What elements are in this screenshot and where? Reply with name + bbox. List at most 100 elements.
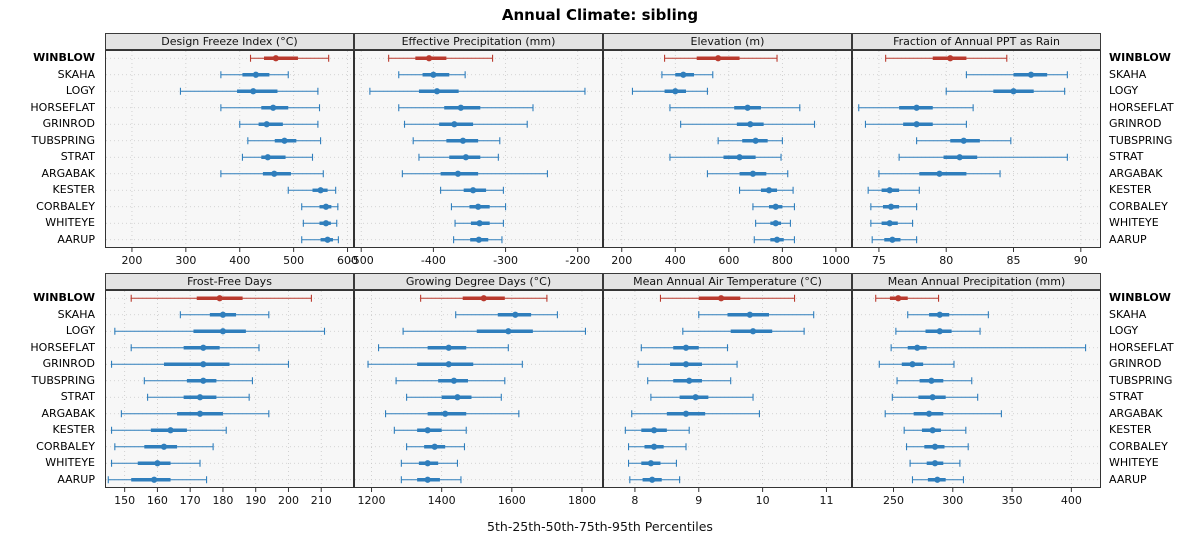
- x-tick-label: 1200: [358, 494, 386, 507]
- station-label-strat: STRAT: [1109, 150, 1144, 163]
- station-label-horseflat: HORSEFLAT: [1109, 340, 1174, 354]
- panel-strip-title: Elevation (m): [603, 33, 852, 50]
- interval-horseflat: [377, 344, 509, 352]
- panel-strip-title: Mean Annual Precipitation (mm): [852, 273, 1101, 290]
- x-tick-label: 170: [180, 494, 201, 507]
- station-label-corbaley: CORBALEY: [36, 199, 95, 213]
- interval-tubspring: [717, 137, 783, 145]
- x-tick-label: 400: [229, 254, 250, 267]
- x-tick-label: 11: [819, 494, 833, 507]
- station-label-grinrod: GRINROD: [42, 357, 95, 370]
- station-label-tubspring: TUBSPRING: [31, 133, 95, 147]
- x-tick-label: 9: [695, 494, 702, 507]
- station-label-logy: LOGY: [1109, 324, 1139, 337]
- interval-argabak: [385, 410, 520, 418]
- interval-tubspring: [395, 377, 506, 385]
- interval-argabak: [878, 170, 1001, 178]
- interval-grinrod: [864, 120, 967, 128]
- station-label-corbaley: CORBALEY: [36, 439, 95, 453]
- station-label-argabak: ARGABAK: [1109, 166, 1163, 180]
- interval-horseflat: [669, 104, 801, 112]
- interval-corbaley: [870, 203, 918, 211]
- interval-argabak: [706, 170, 789, 178]
- station-label-corbaley: CORBALEY: [1109, 199, 1168, 213]
- x-tick-label: 150: [114, 494, 135, 507]
- station-label-aarup: AARUP: [57, 472, 95, 486]
- interval-argabak: [220, 170, 324, 178]
- station-label-tubspring: TUBSPRING: [1109, 373, 1173, 387]
- station-label-strat: STRAT: [60, 150, 95, 163]
- x-tick-label: 600: [337, 254, 358, 267]
- station-label-whiteye: WHITEYE: [1109, 216, 1159, 229]
- panel-growing-degree-days-c: Growing Degree Days (°C) 1200 1400 1600 1800: [354, 273, 603, 512]
- interval-winblow: [420, 294, 548, 302]
- panel-mean-annual-precipitation-mm: Mean Annual Precipitation (mm) 250 300 350 4…: [852, 273, 1101, 512]
- x-tick-label: 80: [939, 254, 953, 267]
- x-tick-label: -200: [565, 254, 590, 267]
- station-label-logy: LOGY: [1109, 84, 1139, 97]
- interval-aarup: [453, 236, 503, 244]
- station-label-tubspring: TUBSPRING: [1109, 133, 1173, 147]
- station-label-kester: KESTER: [52, 423, 95, 436]
- x-tick-label: 500: [283, 254, 304, 267]
- interval-corbaley: [406, 443, 466, 451]
- station-label-logy: LOGY: [65, 84, 95, 97]
- interval-logy: [682, 327, 805, 335]
- station-label-aarup: AARUP: [1109, 232, 1147, 246]
- x-tick-label: 250: [883, 494, 904, 507]
- station-label-winblow: WINBLOW: [1109, 291, 1171, 304]
- panel-strip-title: Frost-Free Days: [105, 273, 354, 290]
- panel-strip-title: Design Freeze Index (°C): [105, 33, 354, 50]
- x-tick-label: 300: [175, 254, 196, 267]
- interval-kester: [287, 186, 337, 194]
- interval-aarup: [871, 236, 918, 244]
- interval-logy: [114, 327, 326, 335]
- y-axis-labels-left-row2: WINBLOW SKAHA LOGY HORSEFLAT GRINROD TUBSPRIN…: [0, 290, 100, 488]
- interval-whiteye: [400, 459, 459, 467]
- station-label-argabak: ARGABAK: [1109, 406, 1163, 420]
- interval-grinrod: [367, 360, 523, 368]
- panel-plot: 75 80 85 90: [852, 50, 1101, 267]
- x-tick-label: 600: [718, 254, 739, 267]
- panel-plot: 1200 1400 1600 1800: [354, 290, 603, 507]
- x-tick-label: 1400: [428, 494, 456, 507]
- x-tick-label: 85: [1007, 254, 1021, 267]
- interval-corbaley: [450, 203, 507, 211]
- interval-horseflat: [130, 344, 260, 352]
- interval-whiteye: [111, 459, 201, 467]
- station-label-skaha: SKAHA: [1109, 67, 1147, 81]
- interval-whiteye: [909, 459, 961, 467]
- station-label-skaha: SKAHA: [57, 307, 95, 321]
- interval-skaha: [398, 71, 466, 79]
- station-label-winblow: WINBLOW: [33, 291, 95, 304]
- interval-whiteye: [302, 219, 338, 227]
- interval-logy: [179, 87, 319, 95]
- interval-whiteye: [627, 459, 677, 467]
- x-tick-label: 75: [872, 254, 886, 267]
- x-tick-label: -400: [421, 254, 446, 267]
- interval-horseflat: [398, 104, 534, 112]
- panel-mean-annual-air-temperature-c: Mean Annual Air Temperature (°C) 8 9 10 11: [603, 273, 852, 512]
- interval-skaha: [661, 71, 714, 79]
- station-label-whiteye: WHITEYE: [1109, 456, 1159, 469]
- panel-frost-free-days: Frost-Free Days 150 160 170 180 190 200 210: [105, 273, 354, 512]
- station-label-winblow: WINBLOW: [33, 51, 95, 64]
- percentile-caption: 5th-25th-50th-75th-95th Percentiles: [487, 519, 713, 534]
- x-tick-label: 400: [665, 254, 686, 267]
- station-label-kester: KESTER: [1109, 423, 1152, 436]
- x-tick-label: -300: [493, 254, 518, 267]
- interval-skaha: [698, 311, 815, 319]
- interval-kester: [867, 186, 920, 194]
- panel-plot: 200 400 600 800 1000: [603, 50, 852, 267]
- station-label-aarup: AARUP: [1109, 472, 1147, 486]
- chart-title: Annual Climate: sibling: [501, 6, 699, 24]
- panel-plot: 200 300 400 500 600: [105, 50, 358, 267]
- interval-grinrod: [239, 120, 319, 128]
- interval-tubspring: [247, 137, 322, 145]
- interval-skaha: [907, 311, 989, 319]
- interval-strat: [898, 153, 1068, 161]
- interval-strat: [406, 393, 502, 401]
- interval-strat: [418, 153, 499, 161]
- interval-skaha: [179, 311, 270, 319]
